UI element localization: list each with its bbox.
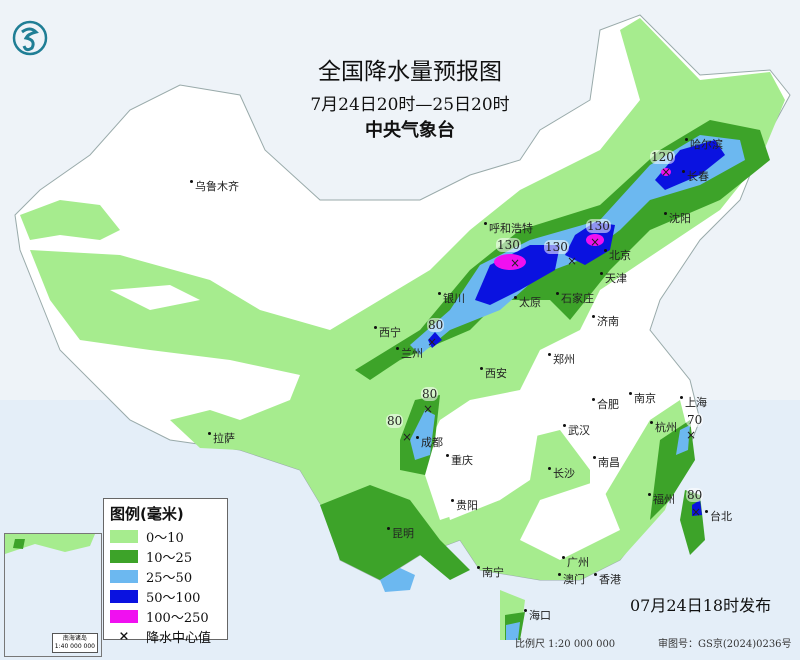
center-marker: × — [590, 235, 600, 249]
city-label: 上海 — [680, 396, 707, 409]
city-label: 天津 — [600, 272, 627, 285]
legend-title: 图例(毫米) — [110, 505, 184, 523]
inset-title: 南海诸岛 — [62, 635, 87, 642]
center-marker: × — [686, 428, 696, 442]
city-label: 澳门 — [558, 573, 585, 586]
rain-100-250 — [494, 168, 671, 270]
city-label: 西安 — [480, 367, 507, 380]
city-label: 武汉 — [563, 424, 590, 437]
legend-item: 0～10 — [110, 526, 227, 546]
city-label: 呼和浩特 — [484, 222, 533, 235]
center-value: 130 — [496, 238, 521, 252]
center-value: 130 — [544, 240, 569, 254]
legend-swatch — [110, 549, 138, 563]
legend-swatch — [110, 589, 138, 603]
city-label: 成都 — [416, 436, 443, 449]
city-label: 南昌 — [593, 456, 620, 469]
white-gaps — [110, 285, 620, 560]
city-label: 合肥 — [592, 398, 619, 411]
legend-swatch — [110, 529, 138, 543]
center-marker-icon: × — [118, 628, 130, 644]
city-label: 北京 — [604, 249, 631, 262]
legend-swatch — [110, 569, 138, 583]
center-value: 80 — [427, 318, 445, 332]
review-number: 审图号：GS京(2024)0236号 — [658, 639, 792, 650]
city-label: 长沙 — [548, 467, 575, 480]
legend-item: 50～100 — [110, 586, 227, 606]
legend-label: 25～50 — [146, 570, 193, 586]
center-value: 80 — [386, 414, 404, 428]
map-title: 全国降水量预报图 — [318, 59, 502, 85]
center-marker: × — [427, 335, 437, 349]
city-label: 石家庄 — [556, 292, 594, 305]
city-label: 福州 — [648, 493, 675, 506]
legend-swatch — [110, 609, 138, 623]
city-label: 香港 — [594, 573, 621, 586]
center-marker: × — [691, 505, 701, 519]
city-label: 南京 — [629, 392, 656, 405]
map-scale: 比例尺 1:20 000 000 — [515, 639, 616, 650]
legend-label: 100～250 — [146, 610, 209, 626]
legend: 图例(毫米) 0～10 10～25 25～50 50～100 100～250 ×… — [103, 498, 228, 646]
center-value: 80 — [686, 488, 704, 502]
legend-item: 25～50 — [110, 566, 227, 586]
south-china-sea-inset: 南海诸岛 1:40 000 000 — [4, 533, 102, 657]
forecast-period: 7月24日20时—25日20时 — [310, 95, 510, 115]
legend-item: 10～25 — [110, 546, 227, 566]
city-label: 银川 — [438, 292, 465, 305]
legend-item: × 降水中心值 — [110, 626, 227, 646]
city-label: 杭州 — [650, 421, 677, 434]
city-label: 太原 — [514, 296, 541, 309]
city-label: 郑州 — [548, 353, 575, 366]
center-marker: × — [567, 254, 577, 268]
issuer: 中央气象台 — [365, 120, 455, 141]
city-label: 哈尔滨 — [685, 138, 723, 151]
cma-logo — [12, 20, 48, 60]
legend-item: 100～250 — [110, 606, 227, 626]
city-label: 南宁 — [477, 566, 504, 579]
legend-label: 0～10 — [146, 530, 184, 546]
city-label: 西宁 — [374, 326, 401, 339]
center-marker: × — [510, 256, 520, 270]
city-label: 拉萨 — [208, 432, 235, 445]
city-label: 台北 — [705, 510, 732, 523]
city-label: 济南 — [592, 315, 619, 328]
rain-center-markers: × × × × × × × × × — [402, 165, 701, 519]
rain-50-100 — [428, 140, 725, 516]
city-label: 沈阳 — [664, 212, 691, 225]
center-value: 130 — [586, 219, 611, 233]
city-label: 兰州 — [396, 347, 423, 360]
legend-label: 降水中心值 — [146, 630, 212, 646]
center-value: 70 — [686, 413, 704, 427]
legend-label: 50～100 — [146, 590, 201, 606]
publish-time: 07月24日18时发布 — [630, 596, 772, 615]
legend-label: 10～25 — [146, 550, 193, 566]
center-marker: × — [402, 430, 412, 444]
city-label: 海口 — [524, 609, 551, 622]
city-label: 乌鲁木齐 — [190, 180, 239, 193]
city-label: 贵阳 — [451, 499, 478, 512]
center-marker: × — [661, 165, 671, 179]
city-label: 昆明 — [387, 527, 414, 540]
center-value: 80 — [421, 387, 439, 401]
center-marker: × — [423, 402, 433, 416]
center-value: 120 — [650, 150, 675, 164]
city-label: 长春 — [682, 170, 709, 183]
inset-scale: 1:40 000 000 — [54, 643, 95, 650]
city-label: 重庆 — [446, 454, 473, 467]
city-label: 广州 — [562, 556, 589, 569]
